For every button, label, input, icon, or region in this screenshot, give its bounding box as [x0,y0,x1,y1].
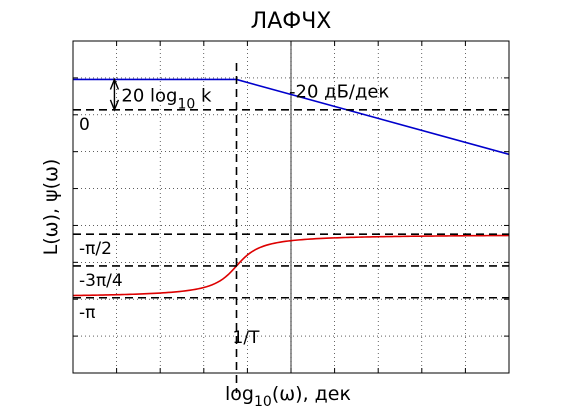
x-axis-label: log10(ω), дек [225,383,351,410]
reference-line-label: 1/T [233,328,261,348]
plot-frame [72,40,510,374]
reference-line-label: 0 [79,115,90,135]
x-axis-label-main: log [225,383,254,405]
annotation-arrowhead-up [109,77,120,90]
reference-lines: 0 -π/2 -3π/4 -π 1/T [73,63,509,393]
annotation-arrowhead-down [109,99,120,112]
reference-line-label: -3π/4 [79,271,123,291]
reference-line-label: -π [79,303,95,323]
chart-title: ЛАФЧХ [251,9,332,34]
annotation-text: -20 дБ/дек [289,82,389,103]
x-axis-label-rest: (ω), дек [272,383,351,405]
reference-line-label: -π/2 [79,239,112,259]
annotations: 20 log10 k -20 дБ/дек [109,77,389,113]
annotation-label-main: 20 log [121,86,177,107]
tick-marks [73,41,509,373]
annotation-label-rest: k [195,86,212,107]
x-axis-label-sub: 10 [254,394,272,410]
y-axis-label: L(ω), ψ(ω) [40,159,62,256]
grid [73,41,509,373]
series-line-1 [72,234,510,297]
annotation-label: 20 log10 k [121,86,212,113]
annotation-label-sub: 10 [177,97,195,113]
